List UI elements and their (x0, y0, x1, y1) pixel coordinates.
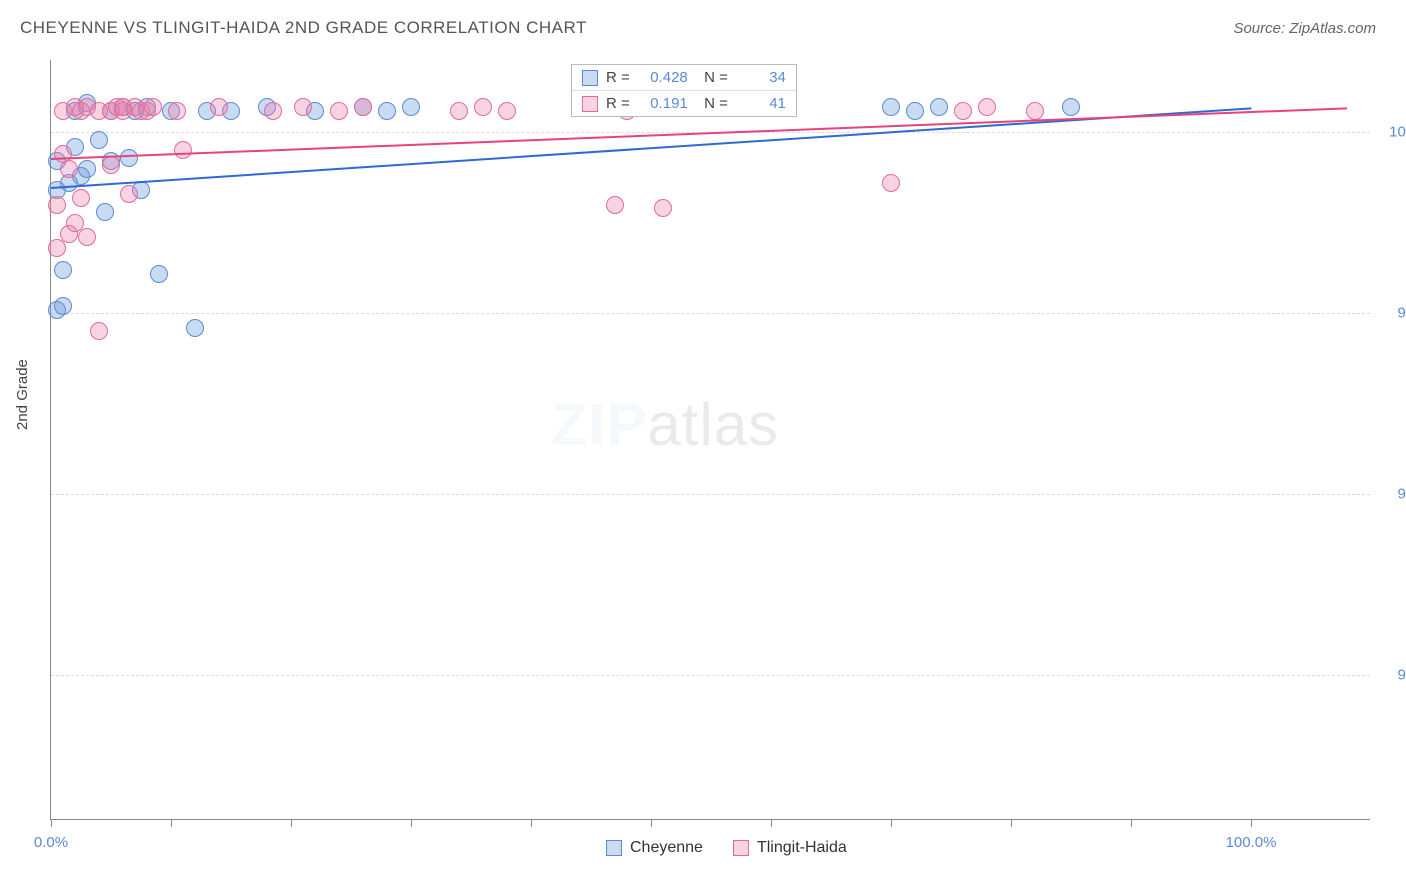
data-point (930, 98, 948, 116)
legend-swatch (733, 840, 749, 856)
legend-item: Cheyenne (606, 839, 703, 857)
x-tick-label: 100.0% (1226, 834, 1277, 851)
x-tick (411, 819, 412, 827)
series-swatch (582, 96, 598, 112)
legend-swatch (606, 840, 622, 856)
x-tick (531, 819, 532, 827)
data-point (54, 297, 72, 315)
stats-box: R = 0.428 N = 34 R = 0.191 N = 41 (571, 64, 797, 117)
stat-label: R = (606, 95, 630, 112)
stat-label: N = (696, 69, 728, 86)
x-tick-label: 0.0% (34, 834, 68, 851)
x-tick (771, 819, 772, 827)
y-tick-label: 97.5% (1380, 305, 1406, 322)
n-value: 34 (736, 69, 786, 86)
data-point (378, 102, 396, 120)
data-point (294, 98, 312, 116)
data-point (1062, 98, 1080, 116)
x-tick (891, 819, 892, 827)
data-point (264, 102, 282, 120)
x-tick (1251, 819, 1252, 827)
stats-row: R = 0.428 N = 34 (572, 65, 796, 90)
data-point (78, 160, 96, 178)
data-point (354, 98, 372, 116)
data-point (474, 98, 492, 116)
legend-item: Tlingit-Haida (733, 839, 847, 857)
data-point (168, 102, 186, 120)
data-point (90, 322, 108, 340)
data-point (48, 239, 66, 257)
x-tick (651, 819, 652, 827)
data-point (210, 98, 228, 116)
data-point (186, 319, 204, 337)
legend-label: Tlingit-Haida (757, 839, 847, 857)
data-point (144, 98, 162, 116)
data-point (72, 189, 90, 207)
data-point (96, 203, 114, 221)
n-value: 41 (736, 95, 786, 112)
data-point (48, 196, 66, 214)
data-point (402, 98, 420, 116)
data-point (120, 185, 138, 203)
x-tick (1011, 819, 1012, 827)
data-point (606, 196, 624, 214)
data-point (102, 156, 120, 174)
x-tick (171, 819, 172, 827)
source-attribution: Source: ZipAtlas.com (1233, 20, 1376, 37)
y-axis-label: 2nd Grade (14, 359, 31, 430)
data-point (954, 102, 972, 120)
y-tick-label: 92.5% (1380, 667, 1406, 684)
x-tick (51, 819, 52, 827)
data-point (174, 141, 192, 159)
data-point (120, 149, 138, 167)
r-value: 0.191 (638, 95, 688, 112)
stats-row: R = 0.191 N = 41 (572, 90, 796, 116)
data-point (906, 102, 924, 120)
data-point (330, 102, 348, 120)
chart-title: CHEYENNE VS TLINGIT-HAIDA 2ND GRADE CORR… (20, 18, 587, 38)
data-point (54, 261, 72, 279)
data-point (78, 228, 96, 246)
series-swatch (582, 70, 598, 86)
gridline-h (51, 313, 1370, 314)
r-value: 0.428 (638, 69, 688, 86)
data-point (60, 160, 78, 178)
gridline-h (51, 675, 1370, 676)
data-point (450, 102, 468, 120)
y-tick-label: 100.0% (1380, 124, 1406, 141)
data-point (654, 199, 672, 217)
data-point (1026, 102, 1044, 120)
stat-label: N = (696, 95, 728, 112)
data-point (90, 131, 108, 149)
y-tick-label: 95.0% (1380, 486, 1406, 503)
x-tick (1131, 819, 1132, 827)
data-point (150, 265, 168, 283)
legend-label: Cheyenne (630, 839, 703, 857)
data-point (882, 174, 900, 192)
gridline-h (51, 494, 1370, 495)
stat-label: R = (606, 69, 630, 86)
legend: Cheyenne Tlingit-Haida (606, 839, 847, 857)
watermark: ZIPatlas (551, 390, 779, 459)
data-point (882, 98, 900, 116)
scatter-plot: ZIPatlas 92.5%95.0%97.5%100.0%0.0%100.0%… (50, 60, 1370, 820)
x-tick (291, 819, 292, 827)
data-point (978, 98, 996, 116)
data-point (498, 102, 516, 120)
